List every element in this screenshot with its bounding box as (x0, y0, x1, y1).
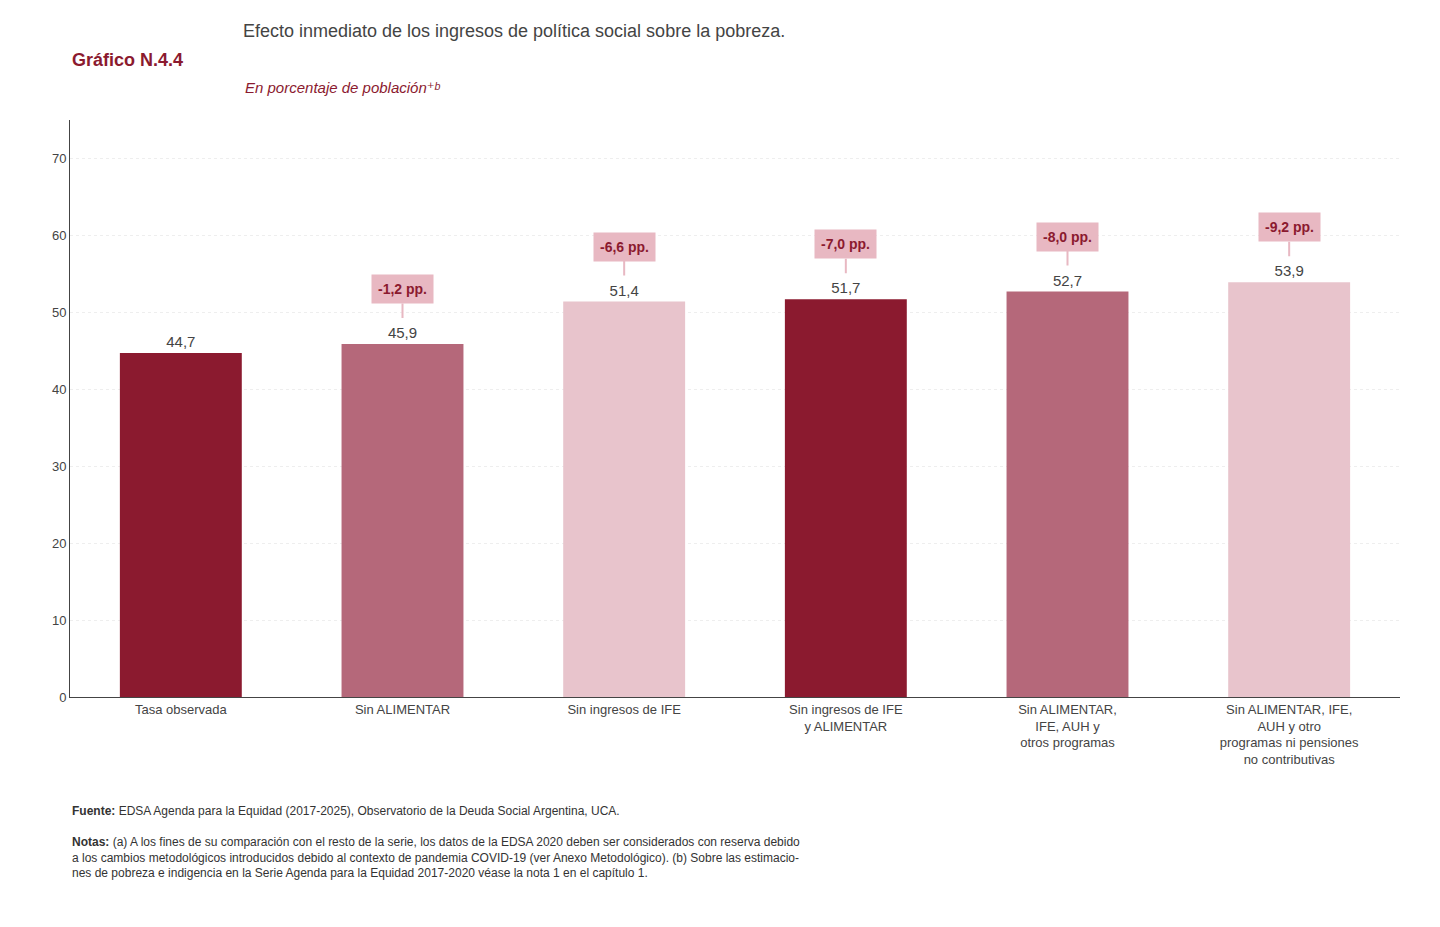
svg-text:60: 60 (52, 228, 66, 243)
svg-text:70: 70 (52, 151, 66, 166)
svg-text:51,7: 51,7 (831, 279, 860, 296)
svg-text:Sin ingresos de IFE: Sin ingresos de IFE (567, 702, 681, 717)
svg-text:En porcentaje de población⁺ᵇ: En porcentaje de población⁺ᵇ (245, 79, 441, 96)
svg-text:-8,0 pp.: -8,0 pp. (1043, 229, 1092, 245)
svg-text:53,9: 53,9 (1275, 262, 1304, 279)
svg-text:-1,2 pp.: -1,2 pp. (378, 281, 427, 297)
svg-text:10: 10 (52, 613, 66, 628)
svg-text:20: 20 (52, 536, 66, 551)
svg-text:-7,0 pp.: -7,0 pp. (821, 236, 870, 252)
svg-text:45,9: 45,9 (388, 324, 417, 341)
svg-text:Efecto inmediato de los ingres: Efecto inmediato de los ingresos de polí… (243, 21, 785, 41)
svg-text:Tasa observada: Tasa observada (135, 702, 228, 717)
svg-text:-6,6 pp.: -6,6 pp. (600, 239, 649, 255)
svg-text:Sin ALIMENTAR,IFE, AUH yotros: Sin ALIMENTAR,IFE, AUH yotros programas (1018, 702, 1117, 751)
svg-text:40: 40 (52, 382, 66, 397)
svg-text:51,4: 51,4 (610, 282, 639, 299)
svg-text:-9,2 pp.: -9,2 pp. (1265, 219, 1314, 235)
svg-text:Fuente: EDSA Agenda para la Eq: Fuente: EDSA Agenda para la Equidad (201… (72, 804, 800, 880)
svg-text:52,7: 52,7 (1053, 272, 1082, 289)
svg-text:30: 30 (52, 459, 66, 474)
svg-text:50: 50 (52, 305, 66, 320)
svg-text:Sin ALIMENTAR: Sin ALIMENTAR (355, 702, 450, 717)
svg-text:0: 0 (59, 690, 66, 705)
svg-text:Sin ALIMENTAR, IFE,AUH y otrop: Sin ALIMENTAR, IFE,AUH y otroprogramas n… (1220, 702, 1359, 768)
svg-text:44,7: 44,7 (166, 333, 195, 350)
svg-text:Sin ingresos de IFEy ALIMENTAR: Sin ingresos de IFEy ALIMENTAR (789, 702, 903, 734)
svg-text:Gráfico N.4.4: Gráfico N.4.4 (72, 50, 183, 70)
